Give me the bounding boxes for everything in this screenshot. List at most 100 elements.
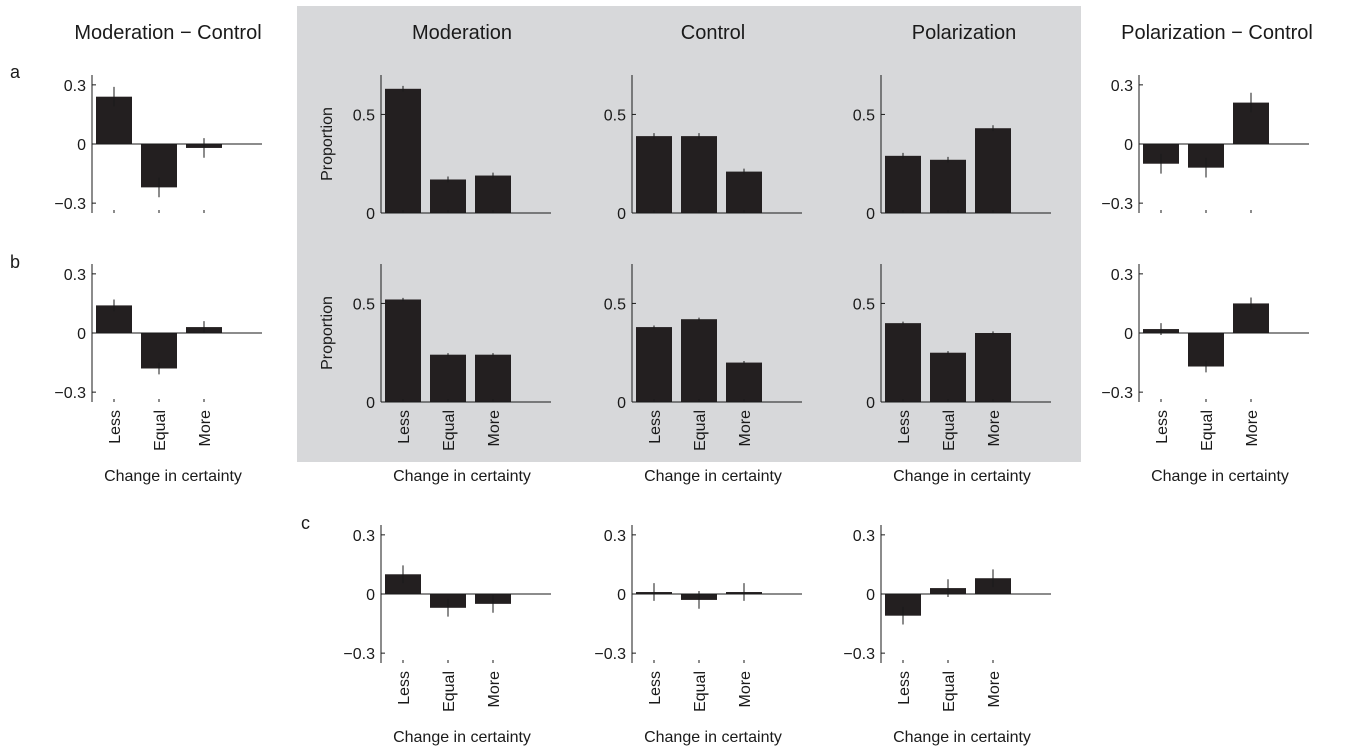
x-axis-label: Change in certainty <box>393 468 531 485</box>
column-header-moderation: Moderation <box>412 22 512 44</box>
x-tick-label-less: Less <box>1154 410 1171 444</box>
x-tick-label-equal: Equal <box>1199 410 1216 451</box>
x-tick-label-less: Less <box>647 410 664 444</box>
bar-more <box>726 362 762 402</box>
subplot-b4: 0.5 0 Less Equal More Change in certainty <box>853 264 1051 485</box>
bar-more <box>475 175 511 213</box>
y-tick-label: −0.3 <box>54 196 86 213</box>
bar-more <box>975 333 1011 402</box>
y-tick-label: −0.3 <box>1101 196 1133 213</box>
y-tick-label: 0 <box>366 206 375 223</box>
y-tick-label: 0.5 <box>353 296 375 313</box>
bar-less <box>885 323 921 402</box>
bar-less <box>885 155 921 213</box>
y-tick-label: 0.3 <box>64 78 86 95</box>
y-tick-label: 0.3 <box>1111 78 1133 95</box>
bar-equal <box>430 354 466 402</box>
subplot-b1: 0.3 0 −0.3 Less Equal More Change in certainty <box>54 264 262 485</box>
bar-more <box>726 171 762 213</box>
bar-less <box>385 88 421 213</box>
bar-more <box>975 128 1011 213</box>
subplot-c1: 0.3 0 −0.3 Less Equal More Change in certainty <box>343 525 551 746</box>
y-tick-label: 0 <box>617 587 626 604</box>
y-tick-label: 0 <box>1124 326 1133 343</box>
x-tick-label-more: More <box>737 410 754 447</box>
subplot-a1: 0.3 0 −0.3 <box>54 75 262 213</box>
y-tick-label: 0.5 <box>853 296 875 313</box>
y-tick-label: 0 <box>366 395 375 412</box>
bar-less <box>636 136 672 213</box>
y-tick-label: 0.5 <box>353 107 375 124</box>
y-tick-label: 0.5 <box>604 296 626 313</box>
y-tick-label: 0 <box>77 137 86 154</box>
y-axis-label: Proportion <box>319 107 336 181</box>
x-axis-label: Change in certainty <box>393 729 531 746</box>
x-tick-label-more: More <box>986 671 1003 708</box>
y-tick-label: −0.3 <box>343 646 375 663</box>
bar-equal <box>930 352 966 402</box>
y-tick-label: 0 <box>866 206 875 223</box>
x-tick-label-equal: Equal <box>441 410 458 451</box>
column-header-polarization: Polarization <box>912 22 1017 44</box>
bar-more <box>475 354 511 402</box>
row-label-a: a <box>10 62 21 82</box>
column-header-moderation-minus-control: Moderation − Control <box>74 22 261 44</box>
y-tick-label: 0.5 <box>853 107 875 124</box>
subplot-c3: 0.3 0 −0.3 Less Equal More Change in certainty <box>843 525 1051 746</box>
x-axis-label: Change in certainty <box>893 468 1031 485</box>
y-tick-label: 0.3 <box>853 528 875 545</box>
bar-less <box>885 594 921 616</box>
x-tick-label-equal: Equal <box>692 410 709 451</box>
x-tick-label-more: More <box>486 410 503 447</box>
bar-equal <box>681 136 717 213</box>
y-tick-label: 0 <box>866 587 875 604</box>
x-tick-label-less: Less <box>396 410 413 444</box>
subplot-a4: 0.50 <box>853 75 1051 223</box>
x-tick-label-more: More <box>197 410 214 447</box>
row-label-b: b <box>10 252 20 272</box>
bar-less <box>385 299 421 402</box>
subplot-c2: 0.3 0 −0.3 Less Equal More Change in certainty <box>594 525 802 746</box>
y-tick-label: 0.3 <box>64 267 86 284</box>
y-tick-label: 0 <box>866 395 875 412</box>
x-tick-label-more: More <box>986 410 1003 447</box>
x-tick-label-less: Less <box>396 671 413 705</box>
x-tick-label-less: Less <box>107 410 124 444</box>
y-tick-label: −0.3 <box>843 646 875 663</box>
x-tick-label-equal: Equal <box>152 410 169 451</box>
x-tick-label-less: Less <box>896 410 913 444</box>
x-tick-label-equal: Equal <box>692 671 709 712</box>
y-tick-label: 0.3 <box>1111 267 1133 284</box>
bar-less <box>385 574 421 594</box>
subplot-a5: 0.3 0 −0.3 <box>1101 75 1309 213</box>
x-axis-label: Change in certainty <box>104 468 242 485</box>
x-tick-label-equal: Equal <box>941 410 958 451</box>
y-tick-label: 0.3 <box>353 528 375 545</box>
y-tick-label: 0 <box>617 395 626 412</box>
y-tick-label: −0.3 <box>1101 385 1133 402</box>
subplot-b5: 0.3 0 −0.3 Less Equal More Change in certainty <box>1101 264 1309 485</box>
y-tick-label: −0.3 <box>54 385 86 402</box>
y-tick-label: 0.5 <box>604 107 626 124</box>
x-tick-label-less: Less <box>647 671 664 705</box>
y-tick-label: 0 <box>1124 137 1133 154</box>
y-tick-label: 0 <box>366 587 375 604</box>
bar-equal <box>930 159 966 213</box>
subplot-b2: 0.5 0 Proportion Less Equal More Change in cer… <box>319 264 551 485</box>
x-tick-label-more: More <box>486 671 503 708</box>
column-header-control: Control <box>681 22 745 44</box>
y-tick-label: 0.3 <box>604 528 626 545</box>
x-tick-label-equal: Equal <box>941 671 958 712</box>
subplot-b3: 0.5 0 Less Equal More Change in certainty <box>604 264 802 485</box>
x-axis-label: Change in certainty <box>1151 468 1289 485</box>
x-tick-label-more: More <box>1244 410 1261 447</box>
x-axis-label: Change in certainty <box>893 729 1031 746</box>
x-axis-label: Change in certainty <box>644 729 782 746</box>
x-axis-label: Change in certainty <box>644 468 782 485</box>
y-axis-label: Proportion <box>319 296 336 370</box>
bar-equal <box>681 319 717 402</box>
bar-equal <box>430 179 466 213</box>
x-tick-label-equal: Equal <box>441 671 458 712</box>
y-tick-label: 0 <box>77 326 86 343</box>
bar-less <box>636 327 672 402</box>
